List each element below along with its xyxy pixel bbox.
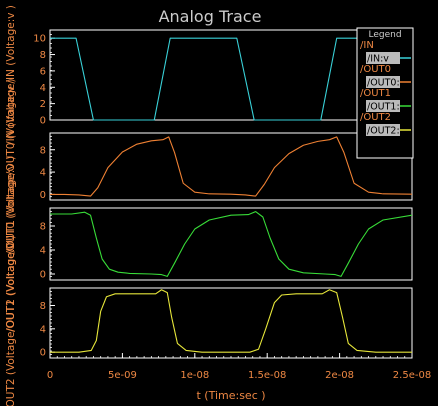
series-line-/OUT1:v [50, 211, 413, 277]
y-tick-label: 4 [40, 324, 46, 335]
chart-panels: 0 2 4 6 8 10/IN (Voltage/IN (Voltage:v ) 0 4 8/O… [5, 5, 413, 406]
legend[interactable]: Legend/IN/IN:v/OUT0/OUT0:v/OUT1/OUT1:v/O… [356, 27, 414, 159]
x-tick-label: 2.5e-08 [393, 370, 431, 381]
y-axis-label: /OUT1 (Voltage/OUT1 (Voltage:v ) [5, 156, 17, 332]
legend-title: Legend [368, 30, 401, 40]
panel-0: 0 2 4 6 8 10/IN (Voltage/IN (Voltage:v ) [5, 5, 413, 145]
y-axis-label: /OUT0 (Voltage/OUT0 (Voltage:v ) [5, 79, 17, 255]
legend-swatch-box[interactable] [366, 100, 400, 112]
legend-swatch-box[interactable] [366, 124, 400, 136]
x-tick-label: 1.5e-08 [248, 370, 286, 381]
chart-title: Analog Trace [159, 7, 262, 26]
legend-item-name: /IN [360, 40, 374, 51]
y-axis-label: /IN (Voltage/IN (Voltage:v ) [5, 5, 17, 145]
legend-swatch-box[interactable] [366, 76, 400, 88]
panel-frame [49, 207, 413, 281]
legend-item-name: /OUT2 [360, 112, 391, 123]
panel-2: 0 4 8/OUT1 (Voltage/OUT1 (Voltage:v ) [5, 156, 413, 332]
x-axis-label: t (Time:sec ) [196, 389, 265, 402]
series-line-/OUT2:v [50, 289, 412, 353]
x-tick-label: 0 [47, 370, 53, 381]
x-tick-label: 1e-08 [180, 370, 209, 381]
legend-item-name: /OUT1 [360, 88, 391, 99]
y-tick-label: 8 [40, 50, 46, 61]
y-tick-label: 0 [40, 348, 46, 359]
legend-item-name: /OUT0 [360, 64, 391, 75]
legend-swatch-label[interactable]: /OUT0:v [367, 78, 406, 89]
y-tick-label: 4 [40, 168, 46, 179]
y-tick-label: 8 [40, 301, 46, 312]
y-tick-label: 4 [40, 83, 46, 94]
y-tick-label: 0 [40, 270, 46, 281]
x-tick-label: 2e-08 [325, 370, 354, 381]
y-tick-label: 0 [40, 116, 46, 127]
series-line-/OUT0:v [50, 136, 413, 197]
legend-swatch-label[interactable]: /OUT1:v [367, 102, 406, 113]
x-axis-ticks: 0 5e-09 1e-08 1.5e-08 2e-08 2.5e-08 [47, 353, 431, 381]
y-tick-label: 8 [40, 145, 46, 156]
legend-swatch-label[interactable]: /OUT2:v [367, 126, 406, 137]
legend-swatch-box[interactable] [366, 52, 400, 64]
series-line-/IN:v [50, 37, 412, 121]
panel-3: 0 4 8/OUT2 (Voltage/OUT2 (Voltage:v ) [5, 235, 413, 406]
legend-box [356, 27, 414, 159]
panel-frame [49, 287, 413, 359]
panel-1: 0 4 8/OUT0 (Voltage/OUT0 (Voltage:v ) [5, 79, 413, 255]
legend-swatch-label[interactable]: /IN:v [367, 54, 389, 65]
y-tick-label: 2 [40, 99, 46, 110]
y-tick-label: 0 [40, 190, 46, 201]
y-tick-label: 4 [40, 246, 46, 257]
y-tick-label: 6 [40, 66, 46, 77]
y-tick-label: 10 [33, 34, 46, 45]
y-tick-label: 8 [40, 222, 46, 233]
x-tick-label: 5e-09 [108, 370, 137, 381]
y-axis-label: /OUT2 (Voltage/OUT2 (Voltage:v ) [5, 235, 17, 406]
